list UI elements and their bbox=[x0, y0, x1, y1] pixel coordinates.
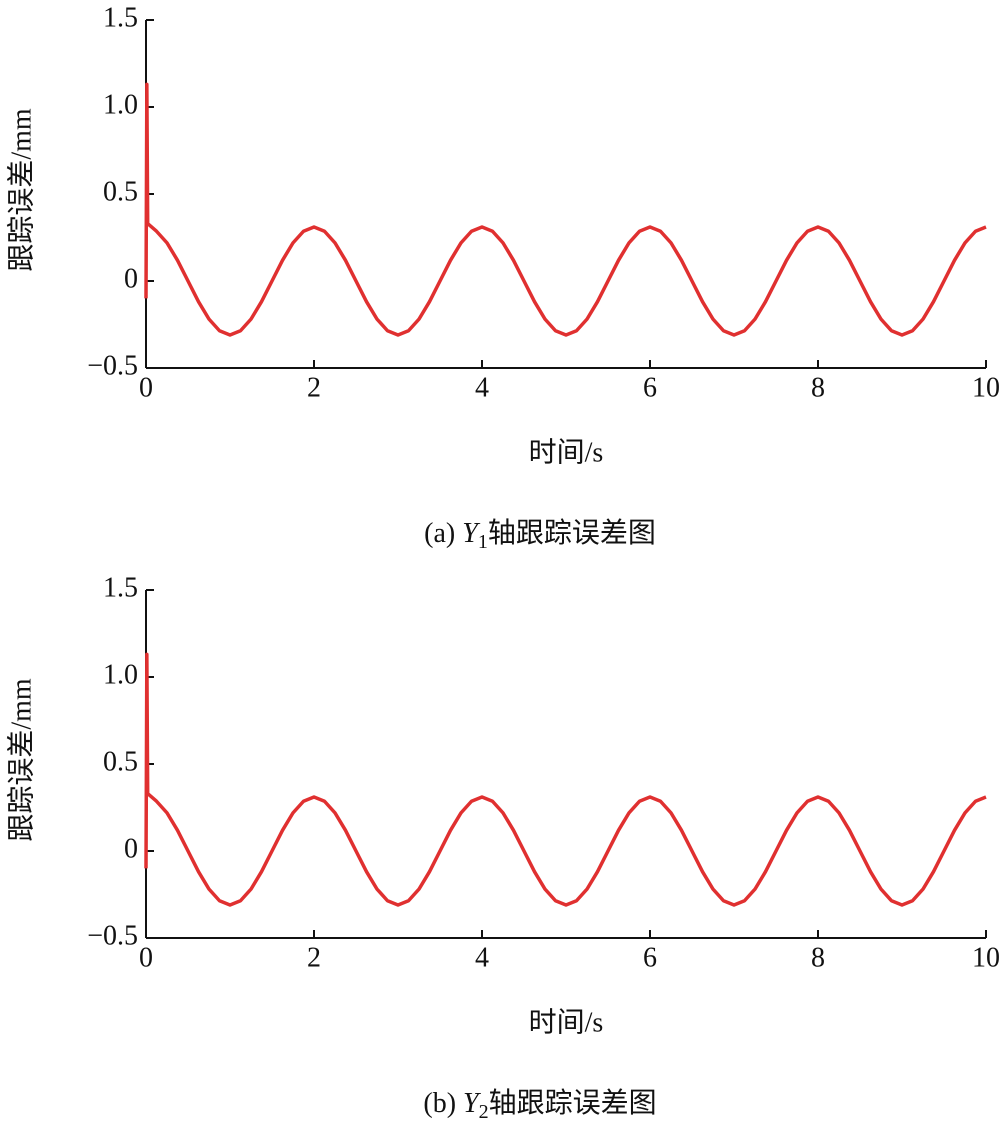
x-tick-label: 4 bbox=[475, 942, 489, 973]
y-tick-label: 1.5 bbox=[103, 2, 138, 33]
x-axis-label: 时间/s bbox=[529, 1006, 604, 1038]
x-tick-label: 0 bbox=[139, 942, 153, 973]
data-line bbox=[144, 652, 987, 907]
y-tick-label: 0 bbox=[124, 263, 138, 294]
x-tick-label: 6 bbox=[643, 372, 657, 403]
caption: (a) Y1轴跟踪误差图 bbox=[424, 517, 656, 552]
y-tick-label: 0.5 bbox=[103, 746, 138, 777]
x-tick-label: 8 bbox=[811, 942, 825, 973]
x-tick-label: 0 bbox=[139, 372, 153, 403]
data-line bbox=[144, 82, 987, 337]
caption: (b) Y2轴跟踪误差图 bbox=[423, 1087, 656, 1122]
y-tick-label: 0.5 bbox=[103, 176, 138, 207]
caption-prefix: (a) bbox=[424, 518, 462, 549]
caption-subscript: 2 bbox=[479, 1101, 489, 1123]
y-axis-label: 跟踪误差/mm bbox=[5, 678, 37, 842]
x-tick-label: 8 bbox=[811, 372, 825, 403]
x-tick-label: 4 bbox=[475, 372, 489, 403]
y-tick-label: 1.0 bbox=[103, 89, 138, 120]
caption-variable: Y bbox=[462, 518, 481, 549]
y-tick-label: −0.5 bbox=[87, 350, 138, 381]
x-axis-label: 时间/s bbox=[529, 436, 604, 468]
x-tick-label: 2 bbox=[307, 372, 321, 403]
x-tick-label: 10 bbox=[972, 372, 1000, 403]
caption-subscript: 1 bbox=[478, 531, 488, 553]
x-tick-label: 10 bbox=[972, 942, 1000, 973]
caption-suffix: 轴跟踪误差图 bbox=[488, 517, 656, 549]
x-tick-label: 2 bbox=[307, 942, 321, 973]
y-tick-label: 1.0 bbox=[103, 659, 138, 690]
caption-prefix: (b) bbox=[423, 1088, 463, 1119]
caption-variable: Y bbox=[463, 1088, 482, 1119]
x-tick-label: 6 bbox=[643, 942, 657, 973]
y-tick-label: −0.5 bbox=[87, 920, 138, 951]
y-axis-label: 跟踪误差/mm bbox=[5, 108, 37, 272]
caption-suffix: 轴跟踪误差图 bbox=[489, 1087, 657, 1119]
y-tick-label: 1.5 bbox=[103, 572, 138, 603]
y-tick-label: 0 bbox=[124, 833, 138, 864]
